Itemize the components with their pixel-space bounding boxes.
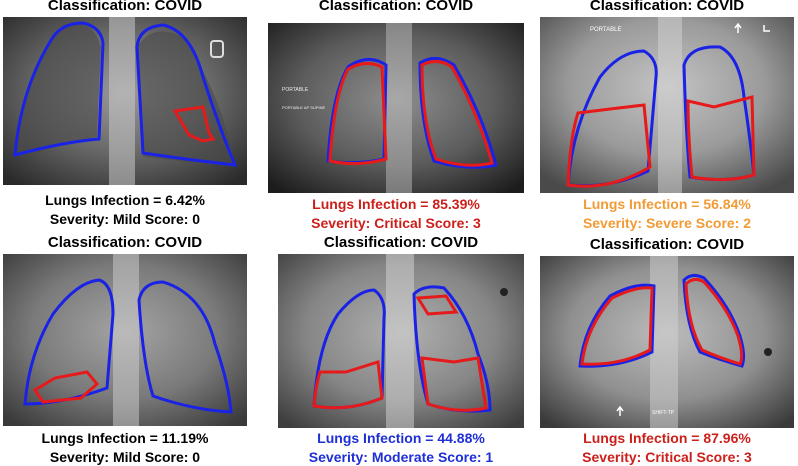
- xray-panel-4: Classification: COVID Lungs Infection = …: [0, 234, 250, 465]
- chest-xray-image: [3, 17, 247, 185]
- classification-label: Classification: COVID: [318, 0, 474, 14]
- chest-xray-image: SHIFT-TP: [540, 256, 794, 428]
- xray-panel-3: Classification: COVID PORTABLE Lungs Inf…: [540, 0, 794, 232]
- severity-label: Severity: Severe Score: 2: [582, 215, 752, 231]
- infection-label: Lungs Infection = 44.88%: [317, 430, 485, 446]
- infection-label: Lungs Infection = 11.19%: [41, 430, 209, 446]
- severity-label: Severity: Mild Score: 0: [49, 211, 201, 227]
- xray-panel-6: Classification: COVID SHIFT-TP Lungs Inf…: [540, 236, 794, 465]
- image-marker-text: PORTABLE: [282, 87, 309, 93]
- chest-xray-image: PORTABLE: [540, 17, 794, 193]
- severity-label: Severity: Critical Score: 3: [311, 215, 481, 231]
- classification-label: Classification: COVID: [589, 236, 745, 253]
- severity-label: Severity: Moderate Score: 1: [308, 449, 494, 465]
- xray-panel-5: Classification: COVID Lungs Infection = …: [278, 234, 524, 465]
- severity-label: Severity: Critical Score: 3: [582, 449, 752, 465]
- classification-label: Classification: COVID: [323, 234, 479, 251]
- classification-label: Classification: COVID: [589, 0, 745, 14]
- chest-xray-image: [3, 254, 247, 426]
- infection-label: Lungs Infection = 56.84%: [583, 196, 751, 212]
- xray-panel-1: Classification: COVID Lungs Infection = …: [0, 0, 250, 232]
- chest-xray-image: [278, 254, 524, 428]
- classification-label: Classification: COVID: [47, 0, 203, 14]
- image-marker-text: SHIFT-TP: [652, 410, 675, 416]
- xray-panel-2: Classification: COVID PORTABLE PORTABLE …: [268, 0, 524, 232]
- chest-xray-image: PORTABLE PORTABLE AP SUPINE: [268, 23, 524, 193]
- infection-label: Lungs Infection = 85.39%: [312, 196, 480, 212]
- image-marker-text: PORTABLE: [590, 27, 621, 33]
- infection-label: Lungs Infection = 87.96%: [583, 430, 751, 446]
- classification-label: Classification: COVID: [47, 234, 203, 251]
- severity-label: Severity: Mild Score: 0: [49, 449, 201, 465]
- infection-label: Lungs Infection = 6.42%: [45, 192, 205, 208]
- image-marker-text: PORTABLE AP SUPINE: [282, 105, 325, 110]
